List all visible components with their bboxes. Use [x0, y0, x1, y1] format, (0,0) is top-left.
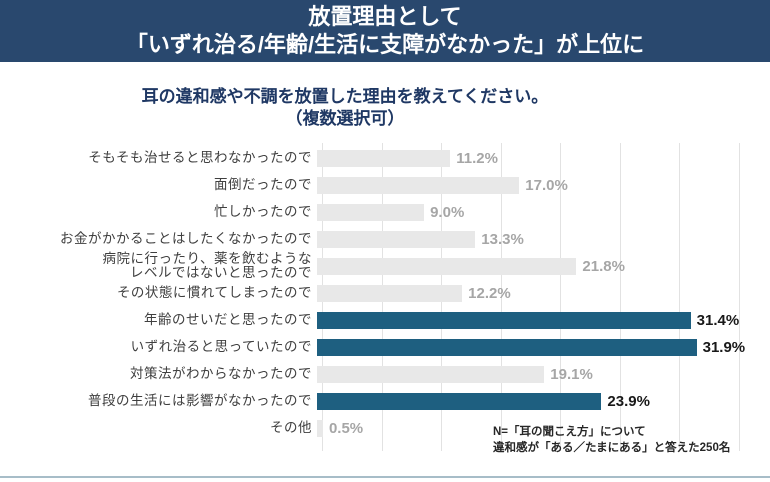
value-label: 13.3% [481, 230, 524, 248]
category-label: 対策法がわからなかったので [130, 366, 312, 382]
category-label: いずれ治ると思っていたので [130, 339, 312, 355]
slide-title-line2: 「いずれ治る/年齢/生活に支障がなかった」が上位に [125, 31, 645, 57]
survey-question: 耳の違和感や不調を放置した理由を教えてください。 （複数選択可） [0, 86, 690, 130]
category-label: 面倒だったので [214, 177, 312, 193]
category-label: 病院に行ったり、薬を飲むような レベルではないと思ったので [102, 251, 312, 280]
gridline-15 [500, 142, 502, 451]
bar [317, 365, 545, 383]
bar-area: 19.1% [317, 365, 770, 383]
bar-area: 17.0% [317, 176, 770, 194]
value-label: 31.4% [696, 311, 740, 329]
category-label: その状態に慣れてしまったので [116, 285, 312, 301]
gridline-20 [560, 142, 561, 451]
gridline-30 [679, 142, 680, 451]
bar [317, 203, 425, 221]
bar-chart: そもそも治せると思わなかったので 11.2% 面倒だったので 17.0% 忙しかったので… [0, 142, 770, 451]
bar-area: 11.2% [317, 149, 770, 167]
bar-area: 0.5% [317, 419, 770, 437]
category-label: お金がかかることはしたくなかったので [60, 231, 312, 247]
survey-question-line1: 耳の違和感や不調を放置した理由を教えてください。 [141, 87, 549, 106]
chart-row: その状態に慣れてしまったので 12.2% [0, 280, 770, 307]
category-label: そもそも治せると思わなかったので [88, 150, 312, 166]
bar [317, 419, 323, 437]
bar-highlighted [317, 392, 602, 410]
sample-size-note-line1: N=「耳の聞こえ方」について [493, 426, 646, 438]
bar [317, 230, 476, 248]
bar [317, 149, 451, 167]
bar-area: 31.9% [317, 338, 770, 356]
bar-area: 13.3% [317, 230, 770, 248]
chart-row: そもそも治せると思わなかったので 11.2% [0, 145, 770, 172]
category-label: 普段の生活には影響がなかったので [88, 393, 312, 409]
chart-row: 普段の生活には影響がなかったので 23.9% [0, 388, 770, 415]
bar-area: 23.9% [317, 392, 770, 410]
gridline-25 [619, 142, 621, 451]
bar [317, 176, 520, 194]
value-label: 11.2% [456, 149, 498, 167]
chart-row: お金がかかることはしたくなかったので 13.3% [0, 226, 770, 253]
value-label: 23.9% [607, 392, 650, 410]
value-label: 21.8% [582, 257, 625, 275]
value-label: 9.0% [430, 203, 465, 221]
gridline-35 [738, 142, 740, 451]
sample-size-note-line2: 違和感が「ある／たまにある」と答えた250名 [493, 441, 731, 454]
slide-title-line1: 放置理由として [308, 4, 462, 29]
chart-rows: そもそも治せると思わなかったので 11.2% 面倒だったので 17.0% 忙しかったので… [0, 145, 770, 442]
bar-highlighted [317, 311, 691, 329]
category-label: 年齢のせいだと思ったので [144, 312, 312, 328]
chart-row: 忙しかったので 9.0% [0, 199, 770, 226]
chart-row: 年齢のせいだと思ったので 31.4% [0, 307, 770, 334]
chart-row: 病院に行ったり、薬を飲むような レベルではないと思ったので 21.8% [0, 251, 770, 280]
value-label: 31.9% [702, 338, 746, 356]
category-label: 忙しかったので [214, 204, 312, 220]
bar-highlighted [317, 338, 697, 356]
value-label: 0.5% [328, 419, 364, 437]
category-label: その他 [270, 420, 312, 436]
value-label: 17.0% [525, 176, 568, 194]
bar-area: 9.0% [317, 203, 770, 221]
chart-row: その他 0.5% [0, 415, 770, 442]
value-label: 19.1% [550, 365, 593, 383]
chart-row: 対策法がわからなかったので 19.1% [0, 361, 770, 388]
bar [317, 257, 577, 275]
slide-title-banner: 放置理由として 「いずれ治る/年齢/生活に支障がなかった」が上位に [0, 0, 770, 62]
chart-row: いずれ治ると思っていたので 31.9% [0, 334, 770, 361]
bar-area: 21.8% [317, 257, 770, 275]
sample-size-note: N=「耳の聞こえ方」について 違和感が「ある／たまにある」と答えた250名 [493, 425, 730, 456]
bar-area: 12.2% [317, 284, 770, 302]
bar-area: 31.4% [317, 311, 770, 329]
chart-row: 面倒だったので 17.0% [0, 172, 770, 199]
bar [317, 284, 463, 302]
bottom-divider-line [0, 476, 770, 478]
value-label: 12.2% [468, 284, 511, 302]
survey-question-line2: （複数選択可） [285, 108, 405, 128]
